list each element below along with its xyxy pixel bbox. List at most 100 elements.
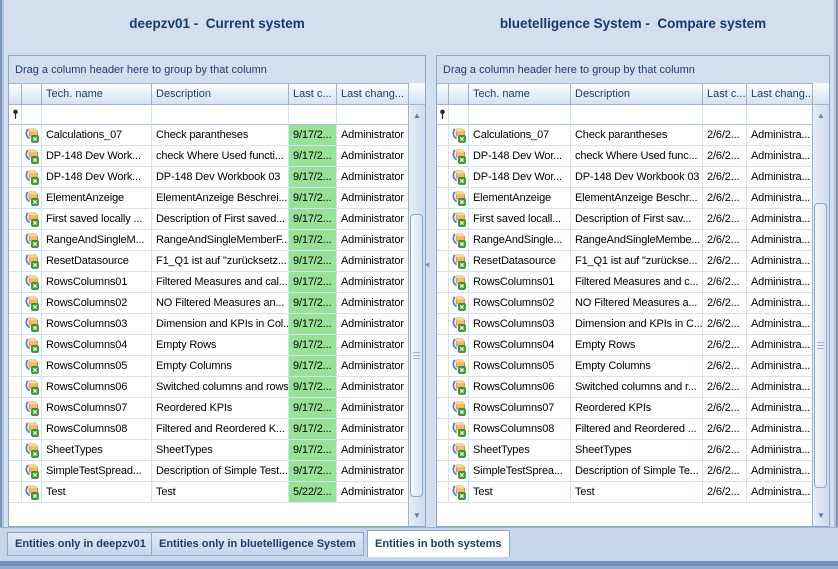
- table-row[interactable]: RowsColumns06 Switched columns and rows …: [9, 377, 408, 398]
- table-row[interactable]: RowsColumns03 Dimension and KPIs in Col.…: [9, 314, 408, 335]
- column-header-tech-name[interactable]: Tech. name: [469, 83, 571, 105]
- filter-cell-last-changed-by[interactable]: [337, 105, 408, 125]
- table-row[interactable]: RowsColumns01 Filtered Measures and c...…: [437, 272, 812, 293]
- workbook-icon: [449, 398, 469, 419]
- rows-container: Calculations_07 Check parantheses 2/6/2.…: [437, 125, 812, 503]
- column-header-last-changed[interactable]: Last c...: [289, 83, 337, 105]
- scroll-up-icon[interactable]: ▲: [413, 111, 421, 120]
- workbook-icon: [449, 146, 469, 167]
- table-row[interactable]: Test Test 5/22/2... Administrator: [9, 482, 408, 503]
- vertical-scrollbar[interactable]: ▲ ▼: [408, 83, 425, 526]
- table-row[interactable]: Test Test 2/6/2... Administra...: [437, 482, 812, 503]
- column-header-last-changed-by[interactable]: Last chang...: [337, 83, 408, 105]
- filter-cell-last-changed-by[interactable]: [747, 105, 812, 125]
- cell-tech-name: Test: [469, 482, 571, 503]
- cell-last-changed-by: Administra...: [747, 188, 812, 209]
- tab-entities-only-current[interactable]: Entities only in deepzv01: [7, 532, 154, 556]
- cell-description: Empty Columns: [571, 356, 703, 377]
- cell-description: Empty Rows: [152, 335, 289, 356]
- panel-splitter[interactable]: ◄: [423, 55, 436, 527]
- table-row[interactable]: First saved locall... Description of Fir…: [437, 209, 812, 230]
- cell-tech-name: RowsColumns04: [469, 335, 571, 356]
- cell-last-changed: 2/6/2...: [703, 356, 747, 377]
- filter-cell-last-changed[interactable]: [289, 105, 337, 125]
- tab-entities-only-compare[interactable]: Entities only in bluetelligence System: [151, 532, 364, 556]
- workbook-icon: [452, 442, 466, 458]
- scrollbar-thumb[interactable]: [814, 203, 827, 488]
- table-row[interactable]: RowsColumns03 Dimension and KPIs in C...…: [437, 314, 812, 335]
- column-header-description[interactable]: Description: [152, 83, 289, 105]
- cell-last-changed: 9/17/2...: [289, 314, 337, 335]
- table-row[interactable]: RowsColumns02 NO Filtered Measures an...…: [9, 293, 408, 314]
- table-row[interactable]: RowsColumns04 Empty Rows 9/17/2... Admin…: [9, 335, 408, 356]
- table-row[interactable]: ResetDatasource F1_Q1 ist auf "zurückset…: [9, 251, 408, 272]
- cell-last-changed: 9/17/2...: [289, 167, 337, 188]
- window-border-right-inner: [834, 0, 836, 569]
- table-row[interactable]: RowsColumns07 Reordered KPIs 9/17/2... A…: [9, 398, 408, 419]
- table-row[interactable]: DP-148 Dev Work... DP-148 Dev Workbook 0…: [9, 167, 408, 188]
- row-indicator: [9, 146, 22, 167]
- column-header-row: Tech. name Description Last c... Last ch…: [437, 83, 812, 105]
- cell-last-changed-by: Administrator: [337, 377, 408, 398]
- table-row[interactable]: RowsColumns08 Filtered and Reordered ...…: [437, 419, 812, 440]
- table-row[interactable]: RowsColumns05 Empty Columns 2/6/2... Adm…: [437, 356, 812, 377]
- scroll-up-icon[interactable]: ▲: [817, 111, 825, 120]
- table-row[interactable]: RowsColumns04 Empty Rows 2/6/2... Admini…: [437, 335, 812, 356]
- table-row[interactable]: RowsColumns07 Reordered KPIs 2/6/2... Ad…: [437, 398, 812, 419]
- cell-tech-name: SheetTypes: [469, 440, 571, 461]
- table-row[interactable]: DP-148 Dev Wor... check Where Used func.…: [437, 146, 812, 167]
- table-row[interactable]: RangeAndSingle... RangeAndSingleMembe...…: [437, 230, 812, 251]
- filter-cell-description[interactable]: [152, 105, 289, 125]
- vertical-scrollbar[interactable]: ▲ ▼: [812, 83, 829, 526]
- table-row[interactable]: RowsColumns02 NO Filtered Measures a... …: [437, 293, 812, 314]
- scroll-down-icon[interactable]: ▼: [817, 511, 825, 520]
- column-header-tech-name[interactable]: Tech. name: [42, 83, 152, 105]
- scrollbar-header-cap: [409, 83, 425, 105]
- table-row[interactable]: RowsColumns08 Filtered and Reordered K..…: [9, 419, 408, 440]
- scroll-down-icon[interactable]: ▼: [413, 511, 421, 520]
- table-row[interactable]: SimpleTestSprea... Description of Simple…: [437, 461, 812, 482]
- table-row[interactable]: SheetTypes SheetTypes 2/6/2... Administr…: [437, 440, 812, 461]
- cell-description: DP-148 Dev Workbook 03: [152, 167, 289, 188]
- filter-cell[interactable]: [449, 105, 469, 125]
- filter-cell-description[interactable]: [571, 105, 703, 125]
- cell-last-changed: 2/6/2...: [703, 146, 747, 167]
- table-row[interactable]: ElementAnzeige ElementAnzeige Beschr... …: [437, 188, 812, 209]
- table-row[interactable]: First saved locally ... Description of F…: [9, 209, 408, 230]
- cell-tech-name: Calculations_07: [42, 125, 152, 146]
- table-row[interactable]: DP-148 Dev Work... check Where Used func…: [9, 146, 408, 167]
- column-header-description[interactable]: Description: [571, 83, 703, 105]
- table-row[interactable]: RowsColumns01 Filtered Measures and cal.…: [9, 272, 408, 293]
- table-row[interactable]: RangeAndSingleM... RangeAndSingleMemberF…: [9, 230, 408, 251]
- table-row[interactable]: SheetTypes SheetTypes 9/17/2... Administ…: [9, 440, 408, 461]
- filter-pin-icon[interactable]: [437, 105, 449, 125]
- header-indicator: [437, 83, 449, 105]
- row-indicator: [9, 461, 22, 482]
- filter-cell-tech-name[interactable]: [469, 105, 571, 125]
- table-row[interactable]: ResetDatasource F1_Q1 ist auf "zurückse.…: [437, 251, 812, 272]
- column-header-last-changed[interactable]: Last c...: [703, 83, 747, 105]
- group-by-drop-area[interactable]: Drag a column header here to group by th…: [437, 56, 829, 83]
- filter-cell-last-changed[interactable]: [703, 105, 747, 125]
- table-row[interactable]: RowsColumns06 Switched columns and r... …: [437, 377, 812, 398]
- filter-cell-tech-name[interactable]: [42, 105, 152, 125]
- group-by-drop-area[interactable]: Drag a column header here to group by th…: [9, 56, 425, 83]
- table-row[interactable]: DP-148 Dev Wor... DP-148 Dev Workbook 03…: [437, 167, 812, 188]
- table-row[interactable]: RowsColumns05 Empty Columns 9/17/2... Ad…: [9, 356, 408, 377]
- column-header-last-changed-by[interactable]: Last chang...: [747, 83, 812, 105]
- cell-last-changed-by: Administrator: [337, 461, 408, 482]
- scrollbar-thumb[interactable]: [410, 214, 423, 497]
- table-row[interactable]: SimpleTestSpread... Description of Simpl…: [9, 461, 408, 482]
- table-row[interactable]: ElementAnzeige ElementAnzeige Beschrei..…: [9, 188, 408, 209]
- row-indicator: [437, 293, 449, 314]
- table-row[interactable]: Calculations_07 Check parantheses 9/17/2…: [9, 125, 408, 146]
- workbook-icon: [22, 440, 42, 461]
- filter-cell[interactable]: [22, 105, 42, 125]
- splitter-collapse-icon[interactable]: ◄: [423, 260, 431, 269]
- tab-entities-in-both[interactable]: Entities in both systems: [367, 530, 510, 557]
- cell-tech-name: Test: [42, 482, 152, 503]
- table-row[interactable]: Calculations_07 Check parantheses 2/6/2.…: [437, 125, 812, 146]
- cell-tech-name: RowsColumns06: [469, 377, 571, 398]
- cell-tech-name: RowsColumns03: [42, 314, 152, 335]
- filter-pin-icon[interactable]: [9, 105, 22, 125]
